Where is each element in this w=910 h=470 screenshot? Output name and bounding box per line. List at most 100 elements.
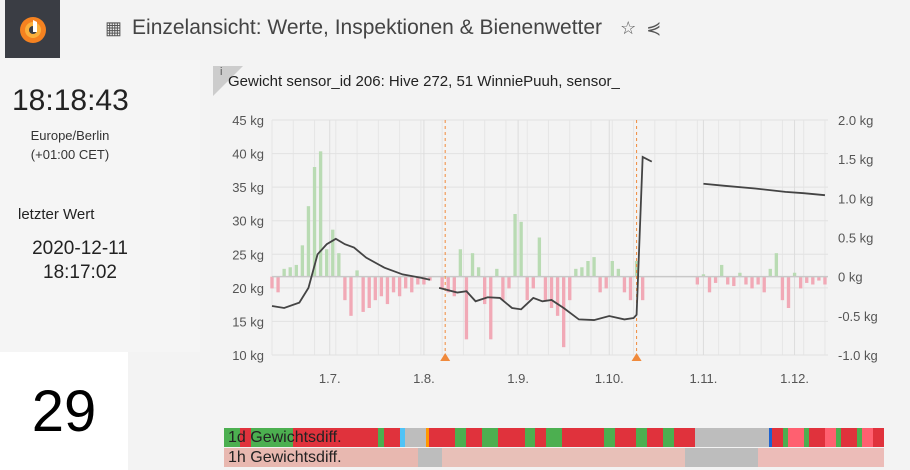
status-segment[interactable] bbox=[809, 428, 826, 447]
x-tick-label: 1.11. bbox=[689, 371, 717, 386]
diff-bar bbox=[495, 268, 499, 277]
diff-bar bbox=[385, 276, 390, 305]
diff-bar bbox=[823, 276, 827, 285]
status-segment[interactable] bbox=[787, 428, 804, 447]
dashboard-header: ▦ Einzelansicht: Werte, Inspektionen & B… bbox=[105, 16, 661, 40]
diff-bar bbox=[628, 276, 633, 301]
status-segment[interactable] bbox=[428, 428, 456, 447]
diff-bar bbox=[549, 276, 554, 308]
diff-bar bbox=[811, 276, 815, 285]
status-segment[interactable] bbox=[757, 448, 884, 467]
status-segment[interactable] bbox=[497, 428, 525, 447]
status-segment[interactable] bbox=[250, 428, 294, 447]
diff-bar bbox=[562, 276, 566, 348]
status-segment[interactable] bbox=[224, 448, 419, 467]
clock-time: 18:18:43 bbox=[12, 84, 129, 117]
diff-bar bbox=[756, 276, 760, 285]
status-segment[interactable] bbox=[604, 428, 616, 447]
status-segment[interactable] bbox=[239, 428, 251, 447]
status-segment[interactable] bbox=[561, 428, 605, 447]
grafana-logo[interactable] bbox=[5, 0, 60, 58]
status-segment[interactable] bbox=[841, 428, 858, 447]
status-segment[interactable] bbox=[694, 428, 770, 447]
status-row-label: 1d Gewichtsdiff. bbox=[228, 429, 342, 446]
y-left-tick-label: 30 kg bbox=[232, 214, 264, 229]
star-icon[interactable]: ☆ bbox=[620, 17, 637, 38]
weight-line bbox=[703, 182, 826, 197]
status-segment[interactable] bbox=[825, 428, 836, 447]
diff-bar bbox=[501, 276, 505, 301]
panel-title[interactable]: Gewicht sensor_id 206: Hive 272, 51 Winn… bbox=[228, 73, 620, 90]
status-segment[interactable] bbox=[426, 428, 429, 447]
diff-bar bbox=[452, 276, 456, 297]
diff-bar bbox=[713, 276, 718, 283]
status-segment[interactable] bbox=[857, 428, 863, 447]
status-segment[interactable] bbox=[482, 428, 498, 447]
diff-bar bbox=[817, 276, 821, 281]
diff-bar bbox=[355, 270, 359, 277]
status-segment[interactable] bbox=[378, 428, 384, 447]
status-segment[interactable] bbox=[835, 428, 842, 447]
share-icon[interactable]: ⋞ bbox=[646, 17, 662, 38]
status-segment[interactable] bbox=[873, 428, 884, 447]
status-segment[interactable] bbox=[636, 428, 647, 447]
last-value-label: letzter Wert bbox=[18, 206, 95, 223]
y-left-tick-label: 20 kg bbox=[232, 281, 264, 296]
diff-bar bbox=[738, 272, 742, 277]
status-segment[interactable] bbox=[404, 428, 427, 447]
diff-bar bbox=[470, 253, 475, 277]
diff-bar bbox=[440, 276, 444, 289]
status-segment[interactable] bbox=[442, 448, 685, 467]
weight-line bbox=[271, 237, 431, 309]
status-segment[interactable] bbox=[673, 428, 695, 447]
status-segment[interactable] bbox=[662, 428, 674, 447]
status-segment[interactable] bbox=[466, 428, 483, 447]
status-segment[interactable] bbox=[772, 428, 783, 447]
panel-info-corner[interactable]: i bbox=[213, 66, 243, 96]
last-value-time: 18:17:02 bbox=[43, 262, 117, 283]
diff-bar bbox=[312, 167, 317, 277]
status-segment[interactable] bbox=[545, 428, 562, 447]
status-segment[interactable] bbox=[524, 428, 536, 447]
status-segment[interactable] bbox=[685, 448, 758, 467]
status-segment[interactable] bbox=[615, 428, 637, 447]
status-segment[interactable] bbox=[535, 428, 546, 447]
diff-bar bbox=[331, 229, 335, 277]
diff-bar bbox=[604, 276, 608, 289]
diff-bar bbox=[586, 261, 590, 277]
status-segment[interactable] bbox=[383, 428, 400, 447]
y-right-tick-label: -1.0 kg bbox=[838, 348, 878, 363]
diff-bar bbox=[598, 276, 602, 293]
status-row-1h[interactable]: 1h Gewichtsdiff. bbox=[224, 448, 884, 467]
status-segment[interactable] bbox=[399, 428, 405, 447]
status-segment[interactable] bbox=[455, 428, 467, 447]
diff-bar bbox=[701, 274, 706, 277]
status-row-1d[interactable]: 1d Gewichtsdiff. bbox=[224, 428, 884, 447]
last-value-date: 2020-12-11 bbox=[32, 238, 128, 259]
diff-bar bbox=[325, 249, 329, 277]
dashboard-grid-icon[interactable]: ▦ bbox=[105, 17, 123, 38]
diff-bar bbox=[592, 257, 596, 277]
status-segment[interactable] bbox=[782, 428, 788, 447]
status-segment[interactable] bbox=[418, 448, 443, 467]
diff-bar bbox=[616, 268, 621, 277]
status-segment[interactable] bbox=[357, 428, 379, 447]
status-segment[interactable] bbox=[803, 428, 810, 447]
status-segment[interactable] bbox=[862, 428, 874, 447]
diff-bar bbox=[397, 276, 402, 297]
y-right-tick-label: 1.5 kg bbox=[838, 152, 873, 167]
status-segment[interactable] bbox=[646, 428, 663, 447]
diff-bar bbox=[446, 276, 450, 293]
status-segment[interactable] bbox=[769, 428, 773, 447]
diff-bar bbox=[774, 253, 779, 277]
y-right-tick-label: 2.0 kg bbox=[838, 113, 873, 128]
diff-bar bbox=[367, 276, 371, 308]
y-left-tick-label: 45 kg bbox=[232, 113, 264, 128]
weight-chart[interactable]: 10 kg 15 kg 20 kg 25 kg 30 kg 35 kg 40 kg 45 kg… bbox=[0, 0, 910, 420]
dashboard-title[interactable]: Einzelansicht: Werte, Inspektionen & Bie… bbox=[132, 16, 603, 39]
status-row-label: 1h Gewichtsdiff. bbox=[228, 449, 342, 466]
diff-bar bbox=[574, 268, 578, 277]
status-segment[interactable] bbox=[293, 428, 358, 447]
diff-bar bbox=[489, 276, 493, 340]
status-segment[interactable] bbox=[224, 428, 240, 447]
